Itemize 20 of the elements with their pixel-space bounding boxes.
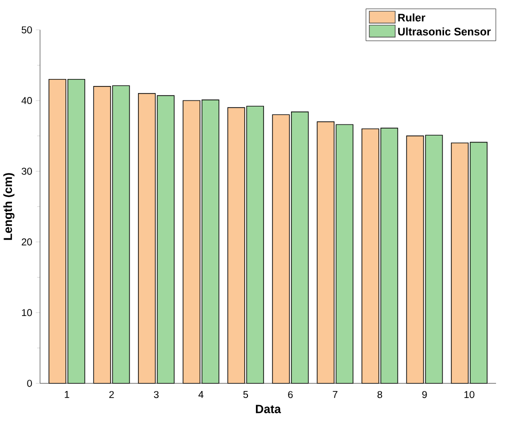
x-tick-label: 1 — [64, 391, 70, 398]
y-tick-label: 10 — [22, 309, 32, 316]
x-tick-label: 9 — [422, 391, 427, 398]
y-tick-label: 50 — [22, 26, 32, 34]
y-tick-label: 20 — [22, 238, 32, 246]
legend-label: Ultrasonic Sensor — [398, 27, 491, 36]
x-axis-title: Data — [256, 404, 282, 414]
x-tick-label: 3 — [154, 391, 159, 398]
x-tick-label: 2 — [109, 391, 114, 398]
y-tick-label: 0 — [27, 380, 32, 387]
y-axis-title: Length (cm) — [3, 173, 14, 240]
x-tick-label: 5 — [243, 391, 248, 398]
y-tick-label: 30 — [22, 168, 32, 175]
x-tick-label: 7 — [332, 391, 338, 398]
x-tick-label: 8 — [377, 391, 382, 398]
x-tick-label: 4 — [198, 391, 204, 398]
x-tick-label: 10 — [464, 391, 474, 398]
x-tick-label: 6 — [288, 391, 293, 398]
y-tick-label: 40 — [22, 97, 32, 104]
legend-label: Ruler — [398, 13, 426, 22]
